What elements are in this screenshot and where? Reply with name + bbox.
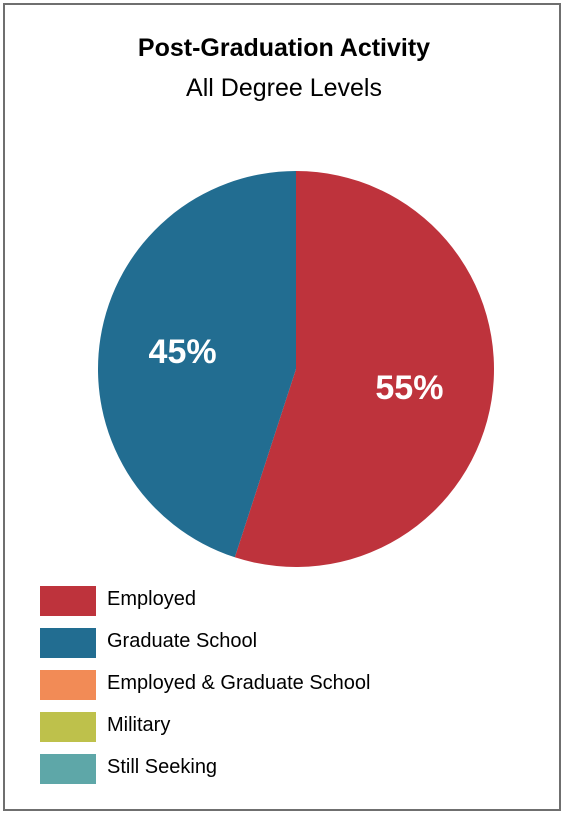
legend-label-still-seeking: Still Seeking — [107, 756, 218, 778]
legend-swatch-military — [40, 712, 96, 742]
legend-swatch-employed — [40, 586, 96, 616]
pie-data-label-graduate-school: 45% — [149, 333, 217, 371]
legend-label-graduate-school: Graduate School — [107, 630, 258, 652]
pie-slice-employed — [234, 171, 494, 567]
chart-title: Post-Graduation Activity — [137, 34, 431, 62]
legend-label-employed-and-graduate-school: Employed & Graduate School — [107, 672, 371, 694]
pie-data-label-employed: 55% — [375, 369, 443, 407]
pie-slice-graduate-school — [97, 171, 296, 558]
legend-swatch-graduate-school — [40, 628, 96, 658]
legend-swatch-still-seeking — [40, 754, 96, 784]
legend-label-employed: Employed — [107, 588, 196, 610]
legend-label-military: Military — [107, 714, 171, 736]
legend-swatch-employed-and-graduate-school — [40, 670, 96, 700]
chart-subtitle: All Degree Levels — [186, 74, 382, 102]
